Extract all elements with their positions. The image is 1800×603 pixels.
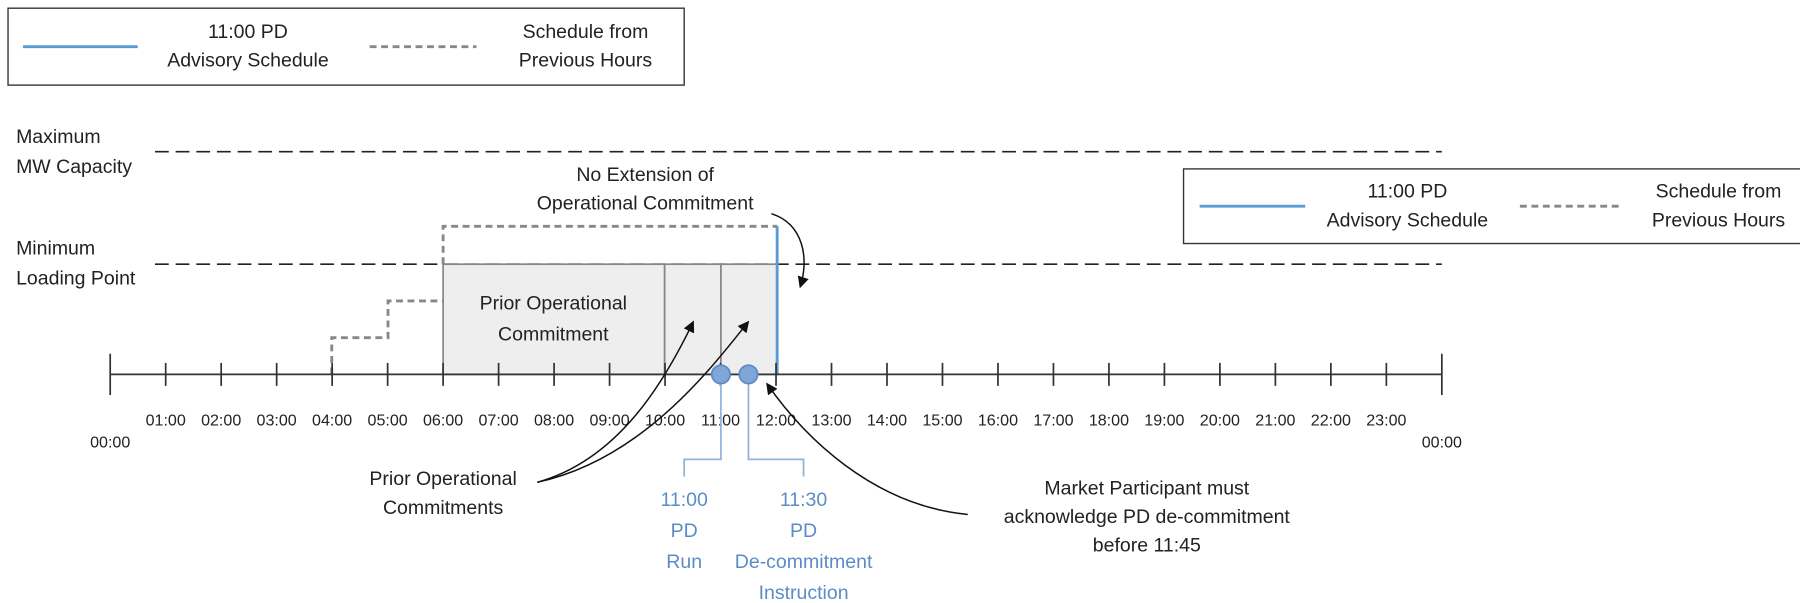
participant-label: Market Participant must bbox=[1044, 477, 1249, 499]
legend-label: Previous Hours bbox=[1652, 209, 1786, 231]
legend-label: Previous Hours bbox=[519, 50, 653, 72]
axis-tick-label: 06:00 bbox=[423, 412, 463, 430]
axis-tick-label: 07:00 bbox=[478, 412, 518, 430]
callout-line bbox=[683, 383, 722, 477]
participant-label: before 11:45 bbox=[1093, 535, 1201, 557]
decommit-label: Instruction bbox=[759, 582, 849, 603]
no-extension-label: Operational Commitment bbox=[537, 193, 754, 215]
prior-callout-label: Prior Operational bbox=[369, 468, 516, 490]
axis-tick-label: 18:00 bbox=[1089, 412, 1129, 430]
min-label: Minimum bbox=[16, 237, 95, 259]
axis-tick-label: 20:00 bbox=[1200, 412, 1240, 430]
participant-label: acknowledge PD de-commitment bbox=[1004, 506, 1291, 528]
axis-tick-label: 15:00 bbox=[922, 412, 962, 430]
axis-tick-label: 05:00 bbox=[368, 412, 408, 430]
axis-tick-label: 13:00 bbox=[811, 412, 851, 430]
commit-box bbox=[442, 263, 666, 376]
pd-run-label: 11:00 bbox=[661, 489, 709, 511]
decommit-label: De-commitment bbox=[735, 551, 873, 573]
axis-tick-label: 12:00 bbox=[756, 412, 796, 430]
axis-tick-label: 19:00 bbox=[1144, 412, 1184, 430]
axis-tick-label: 16:00 bbox=[978, 412, 1018, 430]
axis-tick-label: 00:00 bbox=[90, 434, 130, 452]
previous-schedule bbox=[330, 224, 778, 375]
axis-tick-label: 09:00 bbox=[589, 412, 629, 430]
legend-label: Schedule from bbox=[1656, 181, 1782, 203]
arrow bbox=[766, 382, 968, 516]
legend-label: 11:00 PD bbox=[208, 21, 288, 43]
axis-tick-label: 02:00 bbox=[201, 412, 241, 430]
decommit-marker bbox=[738, 364, 759, 385]
decommit-label: 11:30 bbox=[780, 489, 828, 511]
axis-tick-label: 00:00 bbox=[1422, 434, 1462, 452]
min-label: Loading Point bbox=[16, 267, 136, 289]
axis-tick-label: 22:00 bbox=[1311, 412, 1351, 430]
arrow bbox=[771, 212, 809, 289]
legend-label: Schedule from bbox=[523, 21, 649, 43]
callout-line bbox=[747, 383, 805, 477]
axis-tick-label: 23:00 bbox=[1366, 412, 1406, 430]
commit-box bbox=[663, 263, 722, 376]
axis-tick-label: 01:00 bbox=[146, 412, 186, 430]
pd-run-label: PD bbox=[671, 520, 698, 542]
axis-tick-label: 03:00 bbox=[257, 412, 297, 430]
decommit-label: PD bbox=[790, 520, 817, 542]
max-label: Maximum bbox=[16, 126, 101, 148]
prior-box-label: Commitment bbox=[498, 324, 609, 346]
legend-label: Advisory Schedule bbox=[1327, 209, 1489, 231]
legend-label: 11:00 PD bbox=[1367, 181, 1447, 203]
axis-tick-label: 10:00 bbox=[645, 412, 685, 430]
legend-label: Advisory Schedule bbox=[167, 50, 329, 72]
labels: Maximum MW Capacity Minimum Loading Point No… bbox=[16, 126, 1290, 603]
prior-callout-label: Commitments bbox=[383, 497, 504, 519]
max-label: MW Capacity bbox=[16, 156, 132, 178]
axis-tick-label: 17:00 bbox=[1033, 412, 1073, 430]
pd-run-label: Run bbox=[666, 551, 702, 573]
arrow bbox=[537, 320, 750, 484]
commit-box bbox=[720, 263, 779, 376]
legends: 11:00 PD Advisory Schedule Schedule from Pr… bbox=[7, 7, 1800, 245]
axis-tick-label: 14:00 bbox=[867, 412, 907, 430]
axis-tick-label: 21:00 bbox=[1255, 412, 1295, 430]
axis-tick-label: 04:00 bbox=[312, 412, 352, 430]
axis: 00:00 01:00 02:00 03:00 04:00 05:00 06:00 07:00… bbox=[90, 353, 1462, 452]
arrow bbox=[537, 320, 695, 484]
prior-box-label: Prior Operational bbox=[480, 293, 627, 315]
run-marker bbox=[710, 364, 731, 385]
axis-tick-label: 08:00 bbox=[534, 412, 574, 430]
no-extension-label: No Extension of bbox=[576, 164, 714, 186]
